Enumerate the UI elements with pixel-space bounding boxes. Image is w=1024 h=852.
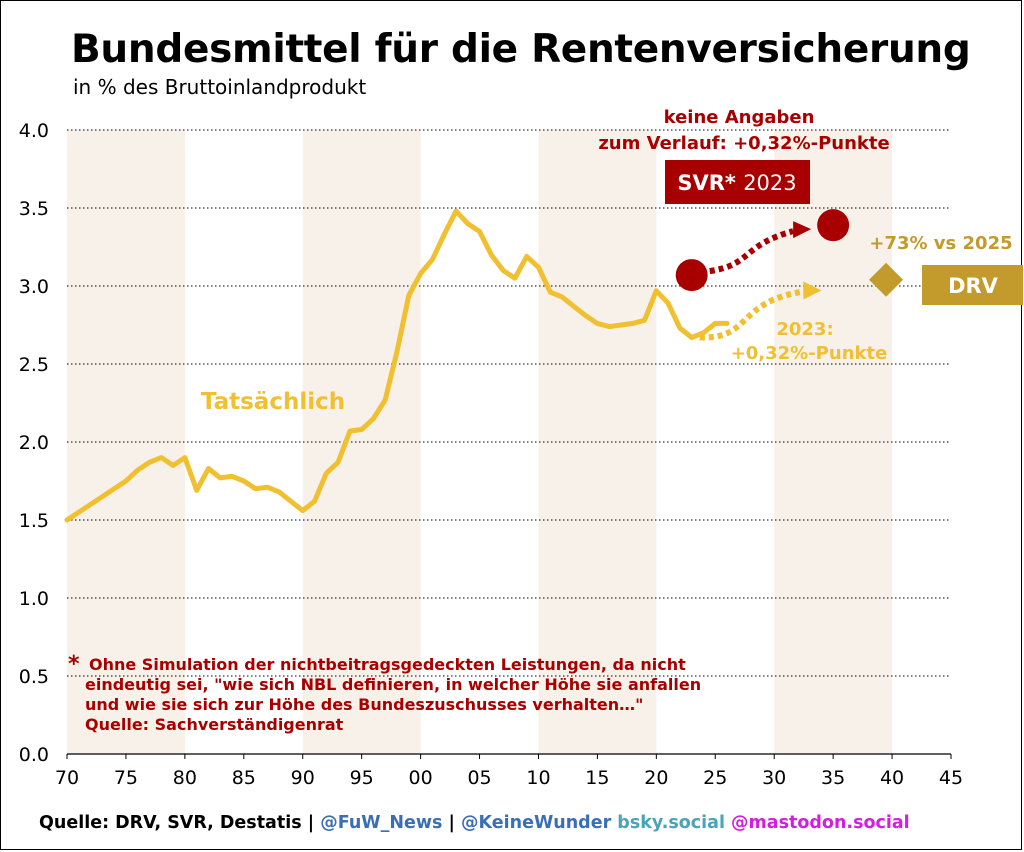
series-layer xyxy=(64,208,904,523)
x-tick-label: 20 xyxy=(644,767,668,789)
chart-title: Bundesmittel für die Rentenversicherung xyxy=(71,27,971,72)
decade-band xyxy=(302,130,421,754)
svr-box-bold: SVR* xyxy=(677,171,743,195)
chart-subtitle: in % des Bruttoinlandprodukt xyxy=(73,75,367,99)
x-tick-label: 70 xyxy=(55,767,79,789)
x-tick-label: 10 xyxy=(526,767,550,789)
x-tick-label: 40 xyxy=(880,767,904,789)
footnote-star: * xyxy=(68,652,80,677)
footer-credits: Quelle: DRV, SVR, Destatis | @FuW_News |… xyxy=(39,813,910,833)
footer-bsky-link[interactable]: bsky.social xyxy=(611,813,725,833)
decade-band xyxy=(67,130,185,754)
footnote-line-2: eindeutig sei, "wie sich NBL definieren,… xyxy=(85,675,701,694)
y-tick-label: 2.5 xyxy=(19,354,49,376)
footer-separator-2: | xyxy=(442,813,462,833)
footnote-line-3: und wie sie sich zur Höhe des Bundeszusc… xyxy=(85,695,644,714)
footer-mastodon-link[interactable]: @mastodon.social xyxy=(724,813,910,833)
x-tick-label: 85 xyxy=(232,767,256,789)
trend-arrowhead xyxy=(803,281,822,300)
x-tick-label: 75 xyxy=(114,767,138,789)
x-tick-label: 25 xyxy=(703,767,727,789)
x-tick-label: 30 xyxy=(762,767,786,789)
x-tick-label: 90 xyxy=(291,767,315,789)
x-tick-label: 15 xyxy=(585,767,609,789)
label-tatsaechlich: Tatsächlich xyxy=(201,389,345,415)
footer-source: Quelle: DRV, SVR, Destatis xyxy=(39,813,302,833)
y-tick-label: 2.0 xyxy=(19,432,49,454)
x-tick-label: 05 xyxy=(467,767,491,789)
footer-fuw-handle[interactable]: @FuW_News xyxy=(320,813,443,833)
svr-box xyxy=(665,160,810,204)
svr-projection-line xyxy=(709,228,794,275)
footnote-line-4: Quelle: Sachverständigenrat xyxy=(85,715,344,734)
svr-box-text: SVR* 2023 xyxy=(677,171,796,195)
x-tick-label: 45 xyxy=(939,767,963,789)
svr-box-year: 2023 xyxy=(743,171,796,195)
x-tick-label: 95 xyxy=(350,767,374,789)
drv-box-label: DRV xyxy=(948,274,999,298)
y-tick-label: 0.0 xyxy=(19,744,49,766)
decade-band xyxy=(538,130,657,754)
trend-note-line1: 2023: xyxy=(776,319,833,340)
x-tick-label: 80 xyxy=(173,767,197,789)
y-tick-label: 3.0 xyxy=(19,276,49,298)
svr-note-line1: keine Angaben xyxy=(664,107,815,128)
drv-change-label: +73% vs 2025 xyxy=(869,233,1012,254)
footer-keinewunder-handle[interactable]: @KeineWunder xyxy=(461,813,612,833)
drv-marker xyxy=(869,262,904,297)
x-tick-labels: 70 75 80 85 90 95 00 05 10 15 20 25 30 35 40 45 xyxy=(55,754,963,789)
x-tick-label: 35 xyxy=(821,767,845,789)
y-tick-label: 0.5 xyxy=(19,666,49,688)
y-tick-label: 1.5 xyxy=(19,510,49,532)
trend-note-line2: +0,32%-Punkte xyxy=(731,343,888,364)
series-line-tatsaechlich xyxy=(64,208,730,523)
footer-separator: | xyxy=(301,813,321,833)
svr-end-point xyxy=(817,209,850,242)
drv-box xyxy=(922,265,1023,305)
y-tick-label: 4.0 xyxy=(19,120,49,142)
footnote-line-1: Ohne Simulation der nichtbeitragsgedeckt… xyxy=(89,655,686,674)
svr-note-line2: zum Verlauf: +0,32%-Punkte xyxy=(598,133,889,154)
x-tick-label: 00 xyxy=(409,767,433,789)
y-tick-labels: 0.0 0.5 1.0 1.5 2.0 2.5 3.0 3.5 4.0 xyxy=(19,120,49,766)
svr-arrowhead xyxy=(793,221,812,239)
y-tick-label: 3.5 xyxy=(19,198,49,220)
svr-start-point xyxy=(675,259,708,292)
annotations-layer: Tatsächlich keine Angaben zum Verlauf: +0,… xyxy=(68,107,1023,734)
y-tick-label: 1.0 xyxy=(19,588,49,610)
